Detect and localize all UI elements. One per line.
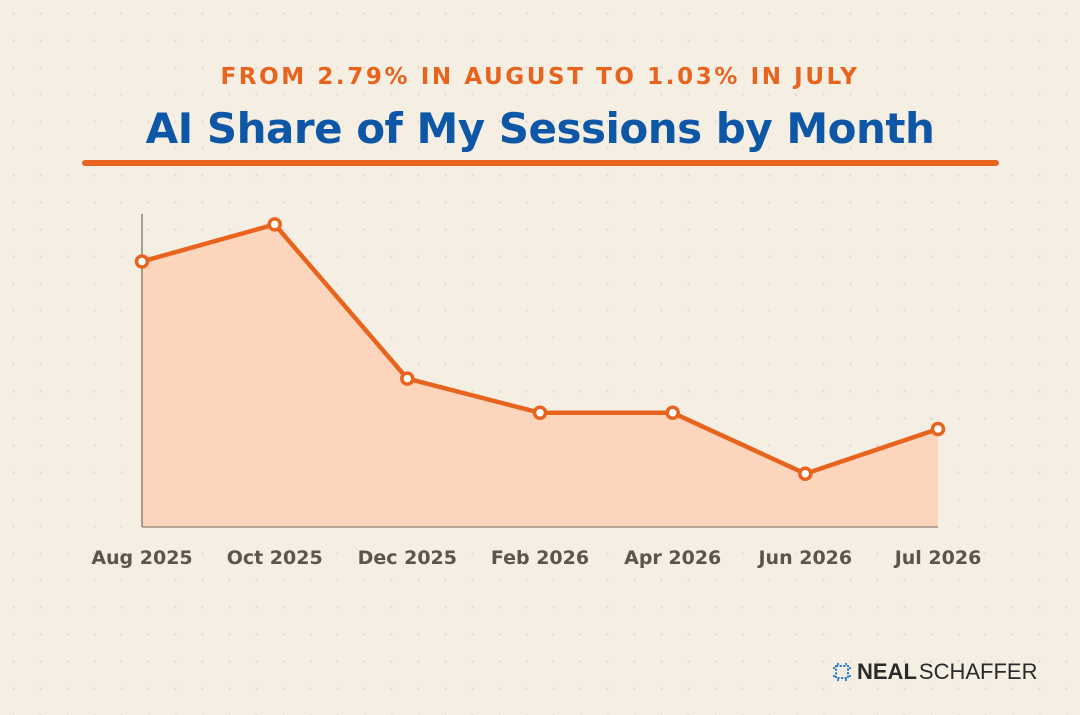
data-point-jul-2026 [930, 421, 946, 437]
x-tick-label: Jun 2026 [756, 547, 852, 569]
x-tick-label: Feb 2026 [491, 547, 589, 569]
data-point-feb-2026 [532, 405, 548, 421]
data-point-dec-2025 [400, 371, 415, 386]
x-tick-label: Oct 2025 [227, 547, 323, 569]
brand-logo: NEAL SCHAFFER [832, 657, 1037, 687]
chart-title: AI Share of My Sessions by Month [145, 104, 935, 153]
title-underline [82, 160, 999, 166]
logo-text-neal: NEAL [857, 659, 917, 684]
logo-mark-icon [832, 662, 852, 682]
x-tick-label: Apr 2026 [624, 547, 721, 569]
chart-subtitle: FROM 2.79% IN AUGUST TO 1.03% IN JULY [220, 64, 860, 90]
data-point-oct-2025 [267, 217, 282, 232]
data-point-aug-2025 [134, 254, 150, 269]
area-chart: Aug 2025 Oct 2025 Dec 2025 Feb 2026 Apr 2026… [91, 214, 981, 569]
x-tick-label: Aug 2025 [91, 547, 192, 569]
x-tick-label: Dec 2025 [358, 547, 457, 569]
x-tick-label: Jul 2026 [893, 547, 982, 569]
data-point-apr-2026 [665, 405, 680, 421]
area-fill [142, 224, 938, 527]
logo-text-schaffer: SCHAFFER [918, 659, 1038, 684]
data-point-jun-2026 [798, 466, 813, 481]
plot-area [134, 214, 946, 528]
x-axis-tick-labels: Aug 2025 Oct 2025 Dec 2025 Feb 2026 Apr 2026… [91, 547, 981, 569]
